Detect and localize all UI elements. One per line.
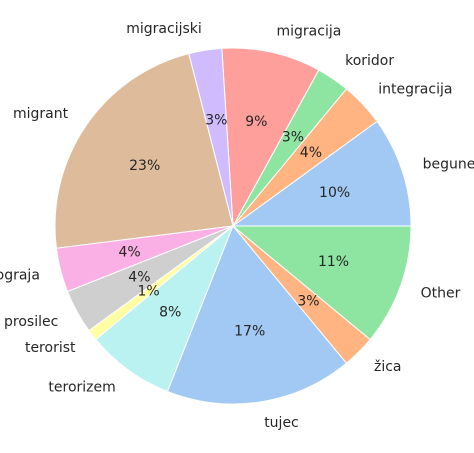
pie-percentage-label: 10% xyxy=(319,185,350,201)
pie-percentage-labels: 10%4%3%9%3%23%4%4%1%8%17%3%11% xyxy=(118,113,350,340)
pie-category-label: ograja xyxy=(0,268,40,284)
pie-category-label: begunec xyxy=(423,156,474,172)
pie-percentage-label: 9% xyxy=(245,114,267,130)
pie-percentage-label: 4% xyxy=(118,245,140,261)
pie-percentage-label: 3% xyxy=(297,294,319,310)
pie-percentage-label: 23% xyxy=(129,158,160,174)
pie-slice-3 xyxy=(221,47,320,228)
pie-slice-9 xyxy=(95,225,234,393)
pie-category-label: Other xyxy=(421,286,461,302)
pie-category-label: migracija xyxy=(277,23,342,39)
pie-percentage-label: 4% xyxy=(128,270,150,286)
pie-slice-12 xyxy=(231,225,412,341)
pie-percentage-label: 17% xyxy=(234,324,265,340)
pie-percentage-label: 3% xyxy=(282,130,304,146)
pie-percentage-label: 1% xyxy=(137,284,159,300)
pie-category-label: žica xyxy=(374,359,402,375)
pie-slice-10 xyxy=(166,225,348,405)
pie-category-label: migracijski xyxy=(126,21,202,37)
pie-category-label: koridor xyxy=(345,53,394,69)
pie-category-label: migrant xyxy=(13,106,69,122)
pie-category-label: terorizem xyxy=(48,379,115,395)
pie-percentage-label: 8% xyxy=(159,304,181,320)
pie-slice-0 xyxy=(231,120,412,227)
pie-category-label: terorist xyxy=(25,340,76,356)
pie-percentage-label: 11% xyxy=(318,254,349,270)
pie-category-label: tujec xyxy=(264,415,299,431)
pie-percentage-label: 3% xyxy=(205,113,227,129)
pie-category-label: integracija xyxy=(378,82,452,98)
pie-category-label: prosilec xyxy=(4,314,58,330)
pie-slices xyxy=(54,47,412,405)
pie-percentage-label: 4% xyxy=(300,145,322,161)
pie-slice-5 xyxy=(54,52,234,249)
